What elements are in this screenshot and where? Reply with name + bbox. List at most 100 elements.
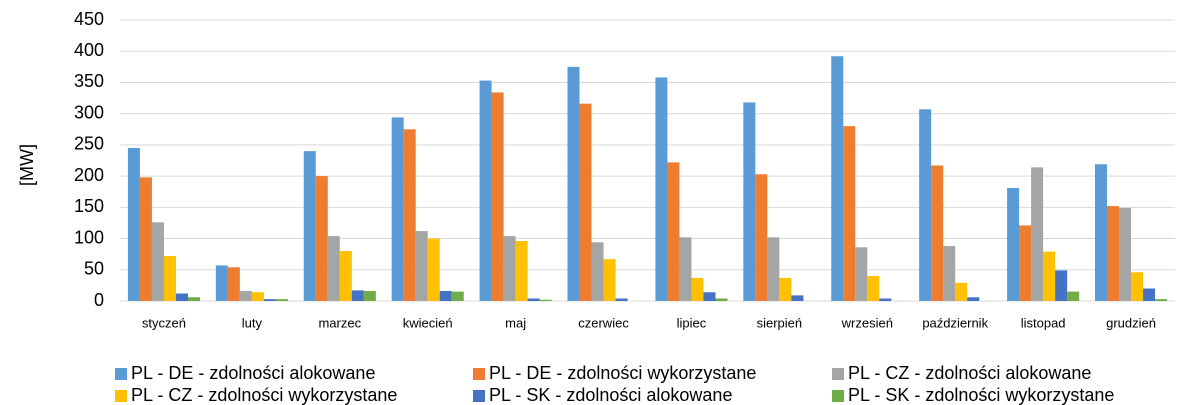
bar xyxy=(767,237,780,301)
bar xyxy=(327,236,340,301)
y-tick-label: 50 xyxy=(84,259,104,279)
legend-swatch xyxy=(115,368,127,380)
bar xyxy=(919,109,932,301)
bar xyxy=(679,237,692,301)
x-tick-label: lipiec xyxy=(677,315,707,330)
bar xyxy=(351,290,364,301)
bar xyxy=(1055,270,1068,301)
bar xyxy=(715,298,728,301)
bar xyxy=(579,103,592,301)
bar xyxy=(187,297,201,301)
legend-swatch xyxy=(473,390,485,402)
bar xyxy=(1119,207,1132,301)
bar xyxy=(955,282,968,301)
y-tick-label: 150 xyxy=(74,196,104,216)
legend-label: PL - SK - zdolności alokowane xyxy=(489,385,732,405)
y-tick-label: 100 xyxy=(74,227,104,247)
y-axis-label: [MW] xyxy=(17,144,37,186)
legend-label: PL - CZ - zdolności alokowane xyxy=(848,363,1091,383)
bar xyxy=(1094,164,1108,301)
bar xyxy=(479,80,492,302)
bar xyxy=(1067,291,1080,301)
y-tick-label: 200 xyxy=(74,165,104,185)
bar xyxy=(339,251,352,301)
bar xyxy=(755,174,768,301)
bar xyxy=(1131,272,1144,301)
bar xyxy=(855,247,868,301)
bar xyxy=(1019,225,1032,301)
bar xyxy=(539,299,552,301)
bar xyxy=(403,129,416,301)
bar xyxy=(139,177,152,301)
y-tick-label: 0 xyxy=(94,290,104,310)
bar xyxy=(603,259,616,301)
bar xyxy=(527,298,540,301)
bar xyxy=(703,292,716,301)
bar xyxy=(567,66,580,301)
bar xyxy=(591,242,604,301)
bar xyxy=(691,277,704,301)
bar xyxy=(439,291,452,301)
x-tick-label: październik xyxy=(922,315,988,330)
bar xyxy=(615,298,628,301)
x-tick-label: maj xyxy=(505,315,526,330)
bar xyxy=(967,297,980,301)
bar xyxy=(1155,299,1168,301)
bar xyxy=(1043,251,1056,301)
y-tick-label: 400 xyxy=(74,40,104,60)
bar xyxy=(515,241,528,301)
bar xyxy=(303,151,316,301)
legend-label: PL - DE - zdolności wykorzystane xyxy=(489,363,756,383)
y-tick-label: 450 xyxy=(74,9,104,29)
bar xyxy=(1143,288,1156,301)
x-tick-label: listopad xyxy=(1021,315,1066,330)
x-tick-label: wrzesień xyxy=(841,315,893,330)
bar xyxy=(667,162,680,301)
bar xyxy=(791,295,804,301)
bar xyxy=(1031,167,1044,301)
bar xyxy=(831,56,844,302)
bar xyxy=(251,292,264,301)
bar xyxy=(391,117,404,301)
x-tick-label: czerwiec xyxy=(578,315,629,330)
bar xyxy=(239,291,252,301)
y-tick-label: 250 xyxy=(74,134,104,154)
legend-swatch xyxy=(832,368,844,380)
bar xyxy=(275,299,288,301)
bar xyxy=(427,238,440,301)
legend-swatch xyxy=(473,368,485,380)
bar xyxy=(867,276,880,301)
x-tick-label: luty xyxy=(242,315,263,330)
bar xyxy=(491,92,504,302)
legend-swatch xyxy=(115,390,127,402)
bar xyxy=(151,222,164,301)
bar xyxy=(843,126,856,302)
x-tick-label: kwiecień xyxy=(403,315,453,330)
bar xyxy=(943,246,956,301)
legend-swatch xyxy=(832,390,844,402)
bar xyxy=(227,267,240,301)
bar xyxy=(743,102,756,301)
bar xyxy=(315,176,328,301)
bar xyxy=(363,291,376,301)
x-tick-label: sierpień xyxy=(757,315,803,330)
legend-label: PL - DE - zdolności alokowane xyxy=(131,363,375,383)
bar xyxy=(879,298,892,301)
bar xyxy=(127,148,140,301)
bar xyxy=(779,277,792,301)
bar xyxy=(503,236,516,301)
bar xyxy=(931,165,944,301)
bar xyxy=(263,299,276,301)
legend-label: PL - CZ - zdolności wykorzystane xyxy=(131,385,397,405)
bar xyxy=(175,293,188,301)
y-tick-label: 300 xyxy=(74,102,104,122)
y-tick-label: 350 xyxy=(74,71,104,91)
legend-label: PL - SK - zdolności wykorzystane xyxy=(848,385,1114,405)
bar xyxy=(1107,206,1120,301)
x-tick-label: styczeń xyxy=(142,315,186,330)
x-tick-label: grudzień xyxy=(1106,315,1156,330)
x-tick-label: marzec xyxy=(318,315,361,330)
bar xyxy=(1007,187,1020,301)
bar xyxy=(655,77,668,302)
